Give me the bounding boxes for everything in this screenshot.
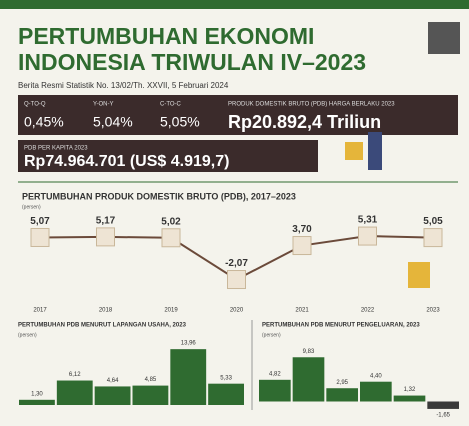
bar	[132, 385, 169, 405]
stat-value: 5,04%	[93, 114, 133, 130]
point-box	[358, 226, 377, 246]
bar	[56, 380, 93, 405]
point-box	[227, 270, 246, 290]
unit-label: (persen)	[262, 332, 281, 338]
value-label: 3,70	[292, 224, 312, 235]
x-tick-label: 2017	[33, 308, 47, 314]
stat-value: Rp74.964.701 (US$ 4.919,7)	[24, 153, 229, 170]
bar	[393, 395, 426, 402]
value-label: 5,02	[161, 216, 181, 227]
x-tick-label: 2022	[361, 308, 375, 314]
stat-label: PRODUK DOMESTIK BRUTO (PDB) HARGA BERLAK…	[228, 102, 395, 108]
bar	[170, 349, 207, 405]
value-label: 1,30	[31, 391, 43, 397]
x-tick-label: 2021	[295, 308, 309, 314]
title: PERTUMBUHAN EKONOMI	[18, 23, 314, 49]
bar	[427, 401, 459, 409]
x-tick-label: 2020	[230, 308, 244, 314]
point-box	[96, 227, 115, 247]
qr-code	[428, 22, 460, 54]
bar	[94, 386, 131, 405]
value-label: -2,07	[225, 258, 248, 269]
value-label: 5,05	[423, 216, 443, 227]
value-label: 9,83	[303, 349, 315, 355]
x-tick-label: 2018	[99, 308, 113, 314]
point-box	[161, 228, 181, 248]
stat-label: Y-ON-Y	[93, 102, 113, 108]
bar	[259, 379, 291, 402]
unit-label: (persen)	[18, 332, 37, 338]
person-icon	[368, 132, 382, 170]
top-stripe	[0, 0, 469, 9]
point-box	[292, 236, 312, 256]
point-box	[423, 228, 443, 248]
x-tick-label: 2019	[164, 308, 178, 314]
stat-label: Q-TO-Q	[24, 102, 46, 108]
value-label: -1,65	[436, 413, 450, 419]
value-label: 4,85	[145, 377, 157, 383]
x-tick-label: 2023	[426, 308, 440, 314]
value-label: 2,95	[336, 380, 348, 386]
value-label: 13,96	[181, 341, 197, 347]
bar	[326, 388, 358, 402]
value-label: 5,07	[30, 216, 50, 227]
bar	[360, 381, 392, 402]
title: INDONESIA TRIWULAN IV–2023	[18, 49, 366, 75]
forklift-icon	[408, 262, 430, 288]
chart-title: PERTUMBUHAN PDB MENURUT LAPANGAN USAHA, …	[18, 323, 187, 329]
bar	[292, 357, 325, 402]
stat-label: PDB PER KAPITA 2023	[24, 146, 88, 152]
value-label: 5,33	[220, 375, 232, 381]
stat-value: Rp20.892,4 Triliun	[228, 112, 381, 132]
value-label: 4,40	[370, 373, 382, 379]
value-label: 4,64	[107, 378, 119, 384]
value-label: 5,17	[96, 216, 116, 227]
value-label: 6,12	[69, 372, 81, 378]
coin-icon	[345, 142, 363, 160]
stats-box	[18, 95, 458, 135]
value-label: 1,32	[404, 387, 416, 393]
value-label: 5,31	[358, 215, 378, 226]
point-box	[30, 227, 50, 247]
bar	[19, 399, 55, 405]
bar	[208, 383, 244, 405]
chart-title: PERTUMBUHAN PDB MENURUT PENGELUARAN, 202…	[262, 323, 420, 329]
value-label: 4,82	[269, 371, 281, 377]
subtitle: Berita Resmi Statistik No. 13/02/Th. XXV…	[18, 81, 229, 90]
chart-title: PERTUMBUHAN PRODUK DOMESTIK BRUTO (PDB),…	[22, 191, 296, 201]
stat-value: 5,05%	[160, 114, 200, 130]
stat-label: C-TO-C	[160, 102, 182, 108]
unit-label: (persen)	[22, 204, 41, 210]
stats-box	[18, 140, 318, 172]
stat-value: 0,45%	[24, 114, 64, 130]
